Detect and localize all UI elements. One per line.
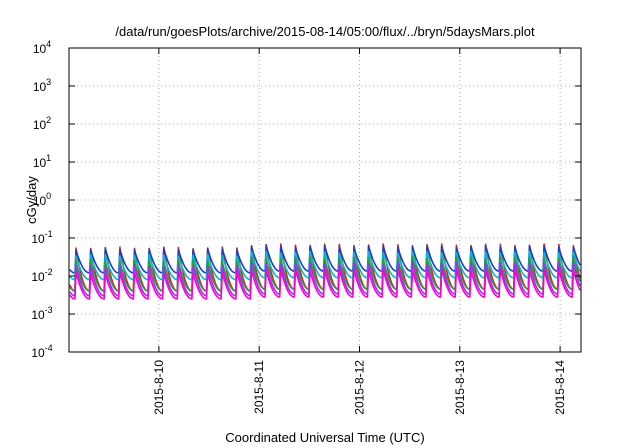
- y-tick-label-exponent: 1: [46, 153, 51, 163]
- y-tick-label-exponent: 0: [46, 191, 51, 201]
- y-tick-label: 10-2: [31, 267, 52, 284]
- x-tick-label: 2015-8-10: [152, 360, 166, 415]
- y-axis-label: cGy/day: [24, 176, 39, 224]
- y-tick-label-base: 10: [31, 308, 45, 322]
- series-line-6: [69, 268, 581, 300]
- y-tick-label: 10-1: [31, 229, 52, 246]
- y-tick-label-exponent: 3: [46, 77, 51, 87]
- y-tick-label-base: 10: [33, 118, 47, 132]
- y-tick-label-base: 10: [33, 42, 47, 56]
- y-tick-label-exponent: 2: [46, 115, 51, 125]
- x-tick-label: 2015-8-14: [553, 360, 567, 415]
- x-tick-label: 2015-8-11: [252, 360, 266, 414]
- y-tick-label-exponent: -4: [45, 343, 53, 353]
- y-tick-label: 10-4: [31, 343, 52, 360]
- x-tick-label: 2015-8-13: [453, 360, 467, 415]
- y-tick-label: 100: [33, 191, 51, 208]
- y-tick-label-base: 10: [33, 194, 47, 208]
- y-tick-label: 103: [33, 77, 51, 94]
- y-tick-label: 102: [33, 115, 51, 132]
- y-tick-label-base: 10: [31, 346, 45, 360]
- y-tick-label: 10-3: [31, 305, 52, 322]
- y-tick-label-exponent: -1: [45, 229, 53, 239]
- series-group: [69, 243, 581, 300]
- y-tick-label-base: 10: [31, 232, 45, 246]
- y-tick-label-exponent: 4: [46, 39, 51, 49]
- y-tick-label-exponent: -3: [45, 305, 53, 315]
- y-tick-label: 101: [33, 153, 51, 170]
- chart-title: /data/run/goesPlots/archive/2015-08-14/0…: [115, 24, 535, 39]
- x-tick-label: 2015-8-12: [352, 360, 366, 415]
- y-tick-label-base: 10: [33, 80, 47, 94]
- y-tick-label: 104: [33, 39, 51, 56]
- y-tick-label-base: 10: [33, 156, 47, 170]
- x-axis-ticks: 2015-8-10 2015-8-11 2015-8-12 2015-8-13 2015…: [152, 48, 567, 415]
- y-tick-label-base: 10: [31, 270, 45, 284]
- y-tick-label-exponent: -2: [45, 267, 53, 277]
- x-axis-label: Coordinated Universal Time (UTC): [225, 430, 424, 445]
